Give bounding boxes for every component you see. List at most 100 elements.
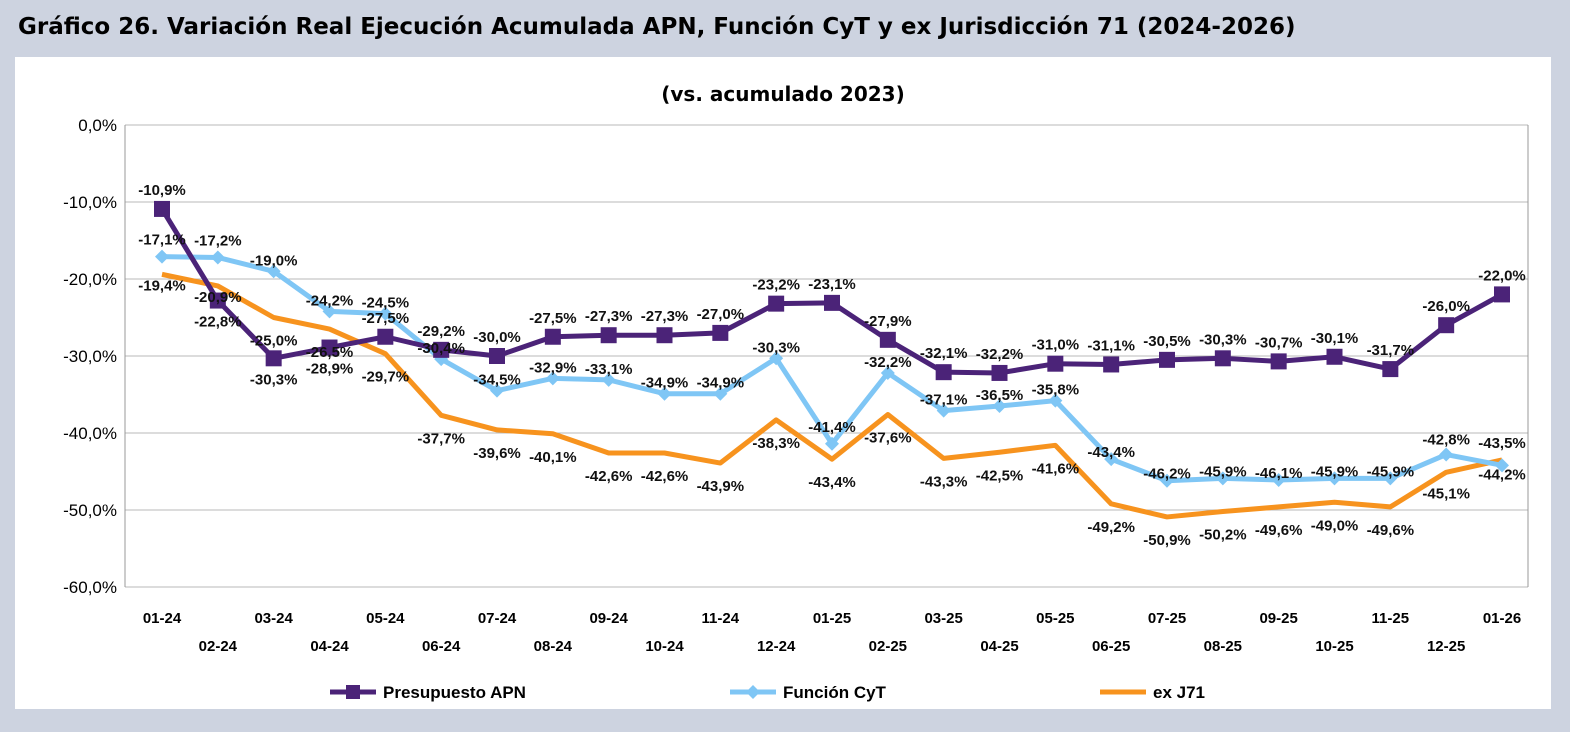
- data-label: -49,2%: [1087, 519, 1135, 536]
- x-tick-label: 07-25: [1148, 610, 1186, 627]
- x-tick-label: 03-25: [924, 610, 962, 627]
- data-label: -49,6%: [1367, 522, 1415, 539]
- data-point-cyt: [378, 306, 393, 321]
- data-point-apn: [879, 331, 896, 348]
- data-point-cyt: [1048, 393, 1063, 408]
- data-label: -24,2%: [306, 292, 354, 309]
- data-point-cyt: [322, 304, 337, 319]
- x-tick-label: 12-24: [757, 638, 796, 655]
- data-point-cyt: [657, 386, 672, 401]
- data-point-cyt: [1104, 452, 1119, 467]
- data-label: -32,9%: [529, 359, 577, 376]
- data-point-apn: [265, 350, 282, 367]
- data-label: -26,0%: [1422, 298, 1470, 315]
- data-label: -40,1%: [529, 449, 577, 466]
- figure-title: Gráfico 26. Variación Real Ejecución Acu…: [18, 14, 1296, 40]
- data-point-cyt: [266, 264, 281, 279]
- data-label: -45,9%: [1199, 463, 1247, 480]
- data-label: -45,9%: [1367, 463, 1415, 480]
- legend-marker-diamond: [746, 685, 760, 699]
- data-label: -31,1%: [1087, 337, 1135, 354]
- data-label: -43,4%: [1087, 444, 1135, 461]
- data-label: -37,6%: [864, 430, 912, 447]
- data-label: -49,0%: [1311, 517, 1359, 534]
- x-tick-label: 09-24: [589, 610, 628, 627]
- data-point-cyt: [1215, 471, 1230, 486]
- data-label: -17,1%: [138, 232, 186, 249]
- data-label: -29,2%: [417, 323, 465, 340]
- data-label: -27,3%: [585, 308, 633, 325]
- data-label: -45,1%: [1422, 485, 1470, 502]
- data-label: -46,1%: [1255, 465, 1303, 482]
- data-point-apn: [377, 328, 394, 345]
- data-label: -32,2%: [864, 354, 912, 371]
- data-point-cyt: [992, 399, 1007, 414]
- data-label: -44,2%: [1478, 466, 1526, 483]
- x-tick-label: 02-25: [869, 638, 907, 655]
- data-point-apn: [1047, 355, 1064, 372]
- data-label: -30,4%: [417, 340, 465, 357]
- data-point-cyt: [1495, 458, 1509, 473]
- data-point-cyt: [490, 383, 504, 398]
- data-label: -41,4%: [808, 419, 856, 436]
- data-label: -27,3%: [641, 308, 689, 325]
- x-tick-label: 01-26: [1483, 610, 1521, 627]
- data-point-apn: [154, 200, 170, 217]
- x-tick-label: 12-25: [1427, 638, 1465, 655]
- data-label: -50,2%: [1199, 527, 1247, 544]
- data-label: -43,3%: [920, 473, 968, 490]
- data-point-apn: [544, 328, 561, 345]
- y-tick-label: -30,0%: [63, 347, 117, 366]
- legend-marker-square: [346, 685, 360, 699]
- data-label: -30,3%: [250, 371, 298, 388]
- data-point-apn: [1382, 361, 1399, 378]
- x-tick-label: 05-24: [366, 610, 405, 627]
- data-label: -37,1%: [920, 392, 968, 409]
- data-point-apn: [1438, 317, 1455, 334]
- y-tick-label: -20,0%: [63, 270, 117, 289]
- data-label: -49,6%: [1255, 522, 1303, 539]
- data-point-cyt: [1160, 473, 1174, 488]
- x-tick-label: 10-25: [1315, 638, 1353, 655]
- x-tick-label: 08-24: [534, 638, 573, 655]
- x-tick-label: 09-25: [1259, 610, 1297, 627]
- data-label: -30,0%: [473, 329, 521, 346]
- data-point-cyt: [936, 403, 951, 418]
- data-point-apn: [935, 364, 952, 381]
- x-tick-label: 02-24: [199, 638, 238, 655]
- data-label: -35,8%: [1032, 382, 1080, 399]
- y-tick-label: -40,0%: [63, 424, 117, 443]
- data-label: -20,9%: [194, 289, 242, 306]
- data-point-cyt: [1439, 447, 1454, 462]
- data-label: -41,6%: [1032, 460, 1080, 477]
- data-label: -42,6%: [641, 468, 689, 485]
- data-point-cyt: [769, 351, 784, 366]
- data-point-cyt: [545, 371, 560, 386]
- data-label: -27,5%: [529, 310, 577, 327]
- data-label: -27,5%: [362, 310, 410, 327]
- x-tick-label: 01-24: [143, 610, 182, 627]
- x-tick-label: 04-25: [980, 638, 1018, 655]
- y-tick-label: -50,0%: [63, 501, 117, 520]
- x-tick-label: 08-25: [1204, 638, 1242, 655]
- data-point-cyt: [713, 386, 728, 401]
- data-label: -30,1%: [1311, 330, 1359, 347]
- data-point-apn: [712, 324, 729, 341]
- x-tick-label: 11-25: [1372, 610, 1410, 627]
- data-point-cyt: [1327, 471, 1342, 486]
- data-label: -30,7%: [1255, 334, 1303, 351]
- data-label: -32,2%: [976, 346, 1024, 363]
- data-label: -36,5%: [976, 387, 1024, 404]
- data-point-apn: [1159, 351, 1175, 368]
- data-label: -45,9%: [1311, 463, 1359, 480]
- data-label: -31,0%: [1032, 337, 1080, 354]
- data-point-apn: [1270, 353, 1287, 370]
- data-label: -26,5%: [306, 344, 354, 361]
- data-point-apn: [209, 292, 226, 309]
- data-point-apn: [489, 348, 505, 364]
- series-line-2: [161, 271, 1503, 520]
- data-label: -30,3%: [752, 339, 800, 356]
- data-label: -34,9%: [641, 375, 689, 392]
- data-label: -42,6%: [585, 468, 633, 485]
- data-point-apn: [1214, 350, 1231, 367]
